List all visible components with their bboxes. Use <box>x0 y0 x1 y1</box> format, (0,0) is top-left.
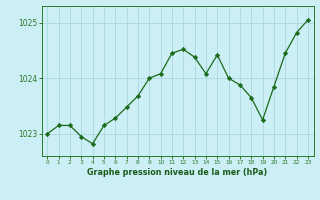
X-axis label: Graphe pression niveau de la mer (hPa): Graphe pression niveau de la mer (hPa) <box>87 168 268 177</box>
